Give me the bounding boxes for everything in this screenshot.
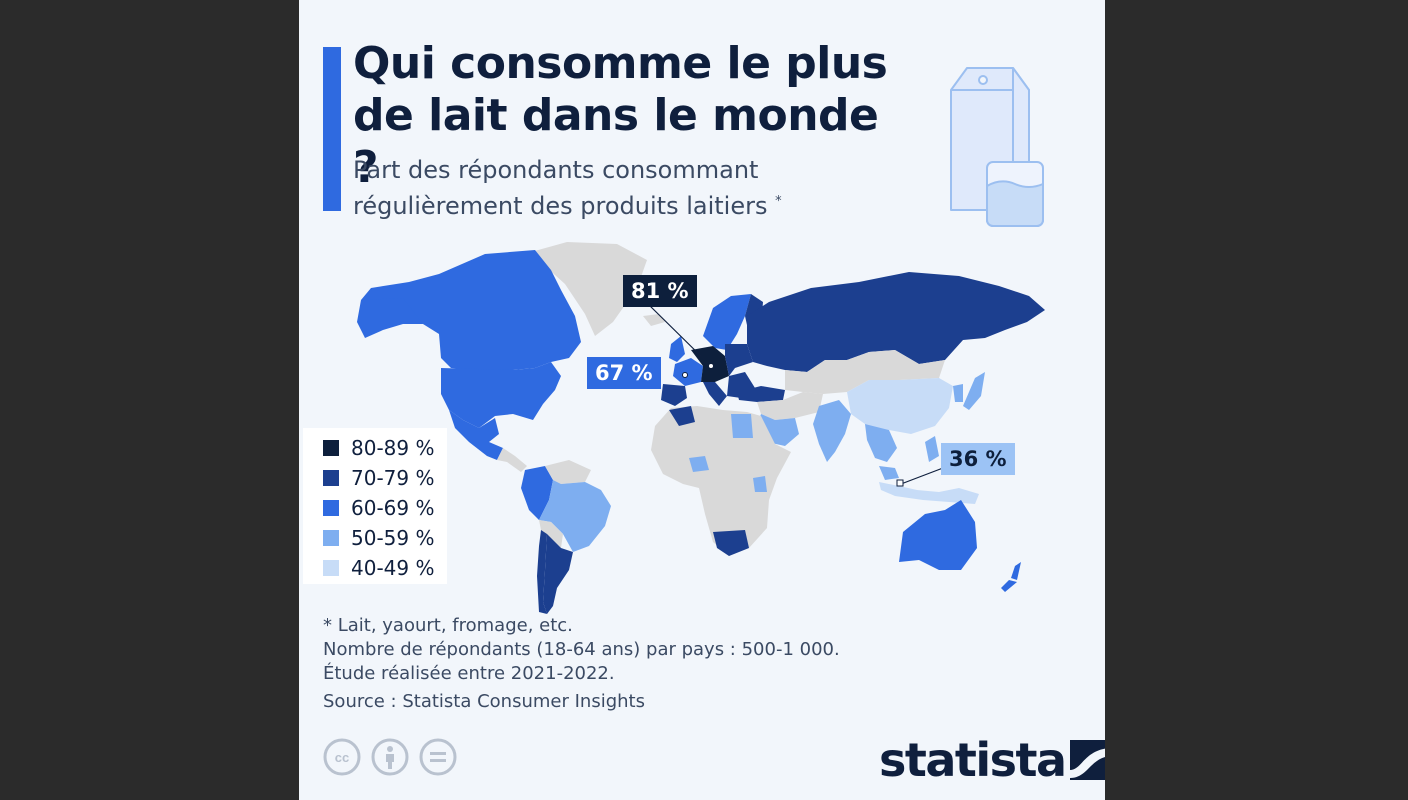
legend-swatch [323,530,339,546]
turkey-region [737,386,785,402]
france-region [673,358,703,386]
legend-label: 50-59 % [351,526,435,550]
nigeria-region [689,456,709,472]
peru-region [521,466,553,520]
legend-item: 80-89 % [323,433,434,463]
canada-region [361,250,581,370]
subtitle-footnote-marker: * [775,194,782,209]
callout-indonesia: 36 % [941,443,1015,475]
brazil-region [539,480,611,552]
legend-swatch [323,500,339,516]
callout-spain: 67 % [587,357,661,389]
indonesia-region [879,482,979,504]
morocco-algeria-region [669,406,695,426]
legend-swatch [323,560,339,576]
indonesia-marker [896,479,904,487]
legend-item: 40-49 % [323,553,434,583]
usa-region [441,362,561,428]
spain-region [661,384,687,406]
footnotes: * Lait, yaourt, fromage, etc. Nombre de … [323,614,923,714]
middle-east-region [757,392,823,420]
australia-region [899,500,977,570]
kenya-region [753,476,767,492]
cc-icon[interactable]: cc [323,738,361,776]
central-asia-region [785,352,869,394]
source-text: Source : Statista Consumer Insights [323,691,645,712]
milk-carton-icon [950,67,1044,227]
philippines-region [925,436,939,462]
subtitle-text: Part des répondants consommant régulière… [353,156,768,220]
accent-bar [323,47,341,211]
russia-region [747,272,1045,372]
legend-label: 80-89 % [351,436,435,460]
chile-region [537,530,547,614]
egypt-region [731,414,753,438]
spain-marker [682,372,688,378]
legend-swatch [323,440,339,456]
statista-logo-icon [1069,740,1105,780]
no-derivatives-icon[interactable] [419,738,457,776]
scandinavia-region [703,294,751,350]
legend-item: 50-59 % [323,523,434,553]
mongolia-region [869,350,945,380]
statista-wordmark: statista [879,733,1067,787]
legend-label: 40-49 % [351,556,435,580]
infographic-card: Qui consomme le plus de lait dans le mon… [299,0,1105,800]
footnote-sample: Nombre de répondants (18-64 ans) par pay… [323,639,840,660]
korea-region [953,384,963,402]
footnote-definition: * Lait, yaourt, fromage, etc. [323,615,573,636]
callout-germany: 81 % [623,275,697,307]
legend-item: 70-79 % [323,463,434,493]
south-africa-region [713,530,749,556]
central-america-region [497,448,527,472]
footnote-period: Étude réalisée entre 2021-2022. [323,663,615,684]
legend-label: 70-79 % [351,466,435,490]
poland-region [725,344,753,376]
venezuela-region [545,460,591,484]
legend: 80-89 % 70-79 % 60-69 % 50-59 % 40-49 % [303,428,447,584]
india-region [813,400,851,462]
statista-logo[interactable]: statista [879,734,1105,786]
germany-marker [708,363,714,369]
legend-label: 60-69 % [351,496,435,520]
uk-region [669,336,685,362]
iceland-region [643,314,665,326]
japan-region [963,372,985,410]
southeast-asia-region [865,424,897,462]
bolivia-region [539,520,563,548]
malaysia-region [879,466,899,480]
africa-region [651,406,791,556]
argentina-region [543,534,573,614]
new-zealand-region [1001,562,1021,592]
alaska-region [357,298,423,338]
italy-region [703,382,727,406]
germany-leader-line [646,302,712,367]
cc-icon-label: cc [335,750,349,765]
attribution-icon[interactable] [371,738,409,776]
world-map [357,242,1045,614]
china-region [847,378,953,434]
greenland-region [531,242,647,336]
subtitle: Part des répondants consommant régulière… [353,154,873,222]
mexico-region [449,410,503,460]
page-title: Qui consomme le plus de lait dans le mon… [353,38,888,193]
indonesia-leader-line [900,467,944,485]
legend-swatch [323,470,339,486]
legend-item: 60-69 % [323,493,434,523]
